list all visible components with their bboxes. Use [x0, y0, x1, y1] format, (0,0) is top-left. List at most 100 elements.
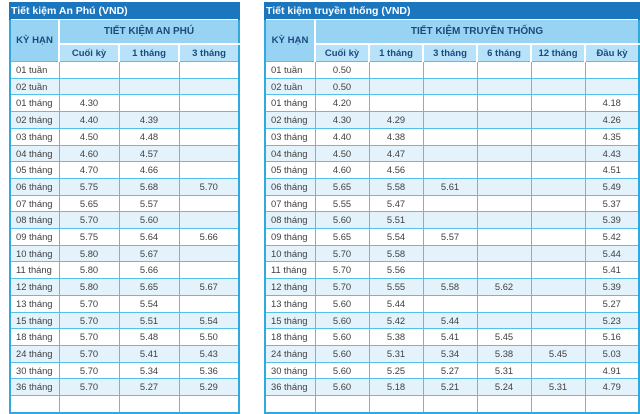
- rate-row: 24 tháng 5.60 5.31 5.34 5.38 5.45 5.03: [265, 345, 640, 363]
- an-phu-rate-table: Tiết kiệm An Phú (VND) KỲ HẠN TIẾT KIỆM …: [9, 2, 240, 414]
- rate-cell: 5.70: [315, 261, 370, 280]
- rate-row: 12 tháng 5.70 5.55 5.58 5.62 5.39: [265, 278, 640, 296]
- term-cell: 04 tháng: [265, 145, 316, 163]
- rate-cell: 5.43: [179, 345, 240, 363]
- rate-cell: 5.75: [59, 178, 120, 196]
- rate-cell: 4.40: [59, 111, 120, 129]
- rate-cell: 5.47: [369, 195, 424, 213]
- rate-cell: 5.34: [423, 345, 478, 363]
- rate-row: 02 tuần 0.50: [265, 78, 640, 96]
- table-title: Tiết kiệm truyền thống (VND): [263, 2, 640, 20]
- rate-row: 07 tháng 5.65 5.57: [10, 195, 240, 213]
- rate-row: 15 tháng 5.60 5.42 5.44 5.23: [265, 312, 640, 330]
- rate-cell: 5.57: [423, 228, 478, 246]
- rate-cell: 4.48: [119, 128, 180, 146]
- rate-row: 05 tháng 4.60 4.56 4.51: [265, 161, 640, 179]
- rate-row: 01 tuần: [10, 61, 240, 79]
- rate-cell: 5.58: [369, 178, 424, 196]
- rate-cell: [423, 295, 478, 313]
- term-cell: 13 tháng: [10, 295, 60, 313]
- rate-cell: 5.45: [531, 345, 586, 363]
- rate-cell: [119, 61, 180, 79]
- rate-cell: 4.29: [369, 111, 424, 129]
- rate-cell: 5.42: [369, 312, 424, 330]
- rate-row: 05 tháng 4.70 4.66: [10, 161, 240, 179]
- rate-row: 03 tháng 4.40 4.38 4.35: [265, 128, 640, 146]
- rate-cell: 5.75: [59, 228, 120, 246]
- rate-cell: 5.65: [119, 278, 180, 296]
- rate-cell: [531, 211, 586, 230]
- rate-cell: 5.70: [59, 362, 120, 380]
- term-cell: 06 tháng: [265, 178, 316, 196]
- rate-cell: 5.70: [59, 312, 120, 330]
- rate-cell: [423, 395, 478, 414]
- rate-row: 09 tháng 5.75 5.64 5.66: [10, 228, 240, 246]
- rate-row: 07 tháng 5.55 5.47 5.37: [265, 195, 640, 213]
- rate-cell: 5.67: [119, 245, 180, 263]
- rate-row: 04 tháng 4.50 4.47 4.43: [265, 145, 640, 163]
- rate-cell: [179, 94, 240, 113]
- rate-cell: 5.27: [423, 362, 478, 380]
- rate-row: 01 tháng 4.30: [10, 94, 240, 113]
- term-cell: 02 tháng: [10, 111, 60, 129]
- rate-cell: 5.60: [315, 345, 370, 363]
- rate-cell: [477, 228, 532, 246]
- rate-cell: 5.60: [315, 295, 370, 313]
- rate-row-partial: [265, 395, 640, 414]
- rate-cell: [423, 211, 478, 230]
- term-cell: 18 tháng: [265, 328, 316, 346]
- rate-row: 09 tháng 5.65 5.54 5.57 5.42: [265, 228, 640, 246]
- term-cell: 02 tuần: [265, 78, 316, 96]
- rate-cell: 5.44: [585, 245, 640, 263]
- rate-row: 30 tháng 5.70 5.34 5.36: [10, 362, 240, 380]
- rate-cell: 5.29: [179, 378, 240, 397]
- rate-cell: 5.41: [585, 261, 640, 280]
- rate-cell: 5.18: [369, 378, 424, 397]
- rate-cell: 5.31: [477, 362, 532, 380]
- rate-cell: 5.39: [585, 211, 640, 230]
- rate-cell: 5.64: [119, 228, 180, 246]
- rate-row: 18 tháng 5.60 5.38 5.41 5.45 5.16: [265, 328, 640, 346]
- rate-cell: [477, 145, 532, 163]
- table-title: Tiết kiệm An Phú (VND): [9, 2, 240, 20]
- rate-cell: 5.70: [59, 328, 120, 346]
- rate-cell: [179, 195, 240, 213]
- column-header: 1 tháng: [369, 44, 424, 62]
- rate-cell: 4.40: [315, 128, 370, 146]
- rate-cell: [477, 295, 532, 313]
- rate-row: 18 tháng 5.70 5.48 5.50: [10, 328, 240, 346]
- rate-cell: 5.62: [477, 278, 532, 296]
- rate-cell: [477, 261, 532, 280]
- term-cell: 02 tuần: [10, 78, 60, 96]
- term-cell: 02 tháng: [265, 111, 316, 129]
- rate-cell: 5.66: [119, 261, 180, 280]
- term-column-header: KỲ HẠN: [10, 19, 60, 62]
- rate-cell: [531, 61, 586, 79]
- rate-cell: 5.65: [315, 228, 370, 246]
- rate-cell: [531, 312, 586, 330]
- term-cell: 36 tháng: [265, 378, 316, 397]
- rate-cell: [531, 128, 586, 146]
- rate-cell: 4.30: [315, 111, 370, 129]
- rate-cell: 4.18: [585, 94, 640, 113]
- rate-table-body: 01 tuần 02 tuần 01 tháng 4.30 02 tháng 4.40 4.…: [10, 61, 240, 414]
- rate-row: 36 tháng 5.70 5.27 5.29: [10, 378, 240, 397]
- rate-cell: 5.27: [585, 295, 640, 313]
- rate-cell: [369, 395, 424, 414]
- rate-cell: 5.41: [119, 345, 180, 363]
- rate-cell: 5.68: [119, 178, 180, 196]
- rate-cell: 5.80: [59, 245, 120, 263]
- rate-cell: 5.38: [369, 328, 424, 346]
- rate-cell: 5.55: [369, 278, 424, 296]
- rate-cell: [423, 111, 478, 129]
- term-cell: 08 tháng: [265, 211, 316, 230]
- rate-cell: [179, 61, 240, 79]
- rate-cell: 4.79: [585, 378, 640, 397]
- rate-row-partial: [10, 395, 240, 414]
- term-cell: [10, 395, 60, 414]
- rate-row: 06 tháng 5.75 5.68 5.70: [10, 178, 240, 196]
- term-cell: 01 tuần: [10, 61, 60, 79]
- rate-cell: [477, 161, 532, 179]
- rate-row: 03 tháng 4.50 4.48: [10, 128, 240, 146]
- rate-cell: 4.51: [585, 161, 640, 179]
